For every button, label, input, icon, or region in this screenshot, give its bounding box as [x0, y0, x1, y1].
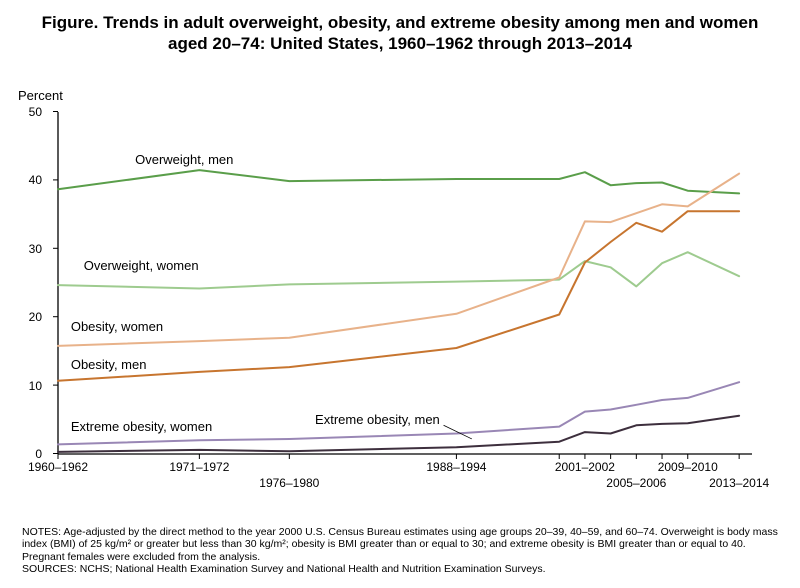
x-tick-label: 1988–1994 — [426, 460, 486, 474]
chart-title: Figure. Trends in adult overweight, obes… — [40, 12, 760, 55]
footnotes: NOTES: Age-adjusted by the direct method… — [22, 526, 778, 576]
y-tick-label: 20 — [14, 310, 42, 324]
series-label: Obesity, women — [71, 319, 163, 334]
y-tick-label: 0 — [14, 447, 42, 461]
series-label: Obesity, men — [71, 357, 147, 372]
series-label: Extreme obesity, men — [315, 412, 440, 427]
y-tick-label: 40 — [14, 173, 42, 187]
y-axis-label: Percent — [18, 88, 63, 103]
x-tick-label: 2005–2006 — [606, 476, 666, 490]
sources-text: SOURCES: NCHS; National Health Examinati… — [22, 563, 778, 576]
series-label: Overweight, women — [84, 258, 199, 273]
x-tick-label: 1976–1980 — [259, 476, 319, 490]
y-tick-label: 30 — [14, 242, 42, 256]
series-label: Extreme obesity, women — [71, 419, 212, 434]
y-tick-label: 10 — [14, 379, 42, 393]
x-tick-label: 1960–1962 — [28, 460, 88, 474]
x-tick-label: 2013–2014 — [709, 476, 769, 490]
series-label: Overweight, men — [135, 152, 233, 167]
y-tick-label: 50 — [14, 105, 42, 119]
x-tick-label: 2009–2010 — [658, 460, 718, 474]
notes-text: NOTES: Age-adjusted by the direct method… — [22, 526, 778, 564]
x-tick-label: 2001–2002 — [555, 460, 615, 474]
x-tick-label: 1971–1972 — [169, 460, 229, 474]
figure-container: Figure. Trends in adult overweight, obes… — [0, 0, 800, 588]
